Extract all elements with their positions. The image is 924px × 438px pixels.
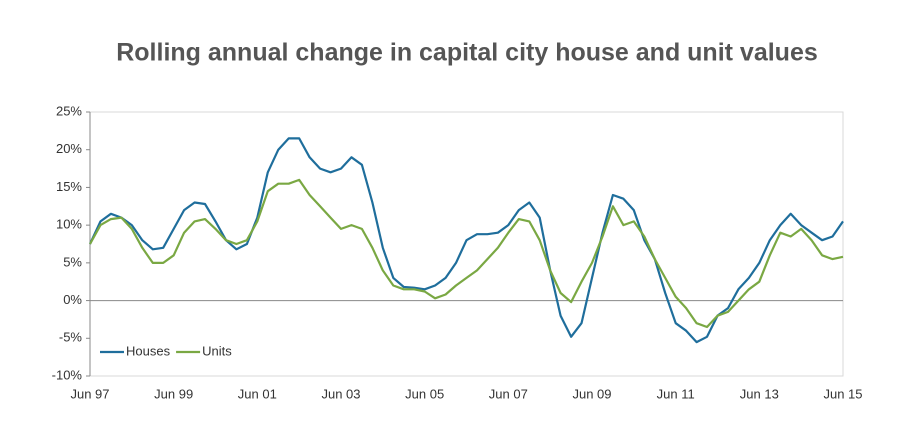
x-tick-label: Jun 11: [657, 386, 695, 401]
x-tick-label: Jun 99: [154, 386, 193, 401]
x-tick-label: Jun 05: [405, 386, 444, 401]
x-tick-label: Jun 09: [572, 386, 611, 401]
x-tick-label: Jun 13: [740, 386, 779, 401]
x-tick-label: Jun 01: [238, 386, 277, 401]
plot-frame: [89, 111, 844, 377]
line-series: [89, 137, 844, 344]
x-tick-label: Jun 97: [70, 386, 109, 401]
y-tick-label: -10%: [52, 367, 83, 382]
legend-label: Houses: [126, 343, 171, 358]
y-tick-label: 15%: [56, 179, 82, 194]
chart-title: Rolling annual change in capital city ho…: [116, 39, 818, 67]
line-series: [89, 178, 844, 329]
x-tick-label: Jun 07: [489, 386, 528, 401]
y-tick-label: 10%: [56, 217, 82, 232]
y-tick-label: -5%: [59, 330, 83, 345]
x-tick-label: Jun 15: [823, 386, 862, 401]
y-tick-label: 0%: [63, 292, 82, 307]
y-tick-label: 20%: [56, 141, 82, 156]
y-tick-label: 5%: [63, 254, 82, 269]
x-tick-label: Jun 03: [321, 386, 360, 401]
y-tick-label: 25%: [56, 103, 82, 118]
legend-label: Units: [202, 343, 232, 358]
